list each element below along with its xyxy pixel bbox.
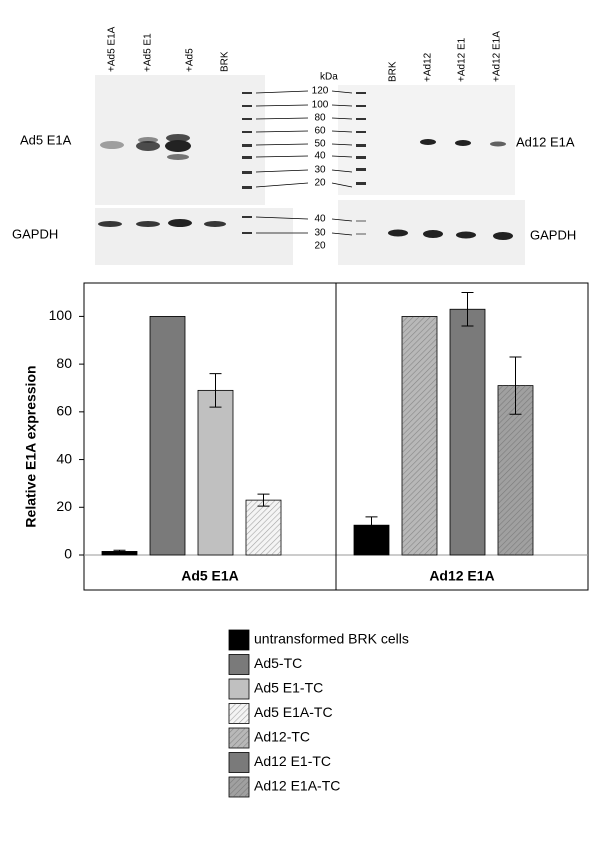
marker-line <box>331 143 353 146</box>
error-bar <box>113 549 126 554</box>
marker-line <box>255 104 309 107</box>
bar-pattern <box>246 500 281 555</box>
y-tick-label: 60 <box>56 403 72 419</box>
lane-label: +Ad5 E1 <box>143 33 154 72</box>
marker-label: 30 <box>314 165 326 176</box>
y-axis-label: Relative E1A expression <box>23 365 39 527</box>
blot-panel <box>95 208 293 265</box>
y-tick-label: 100 <box>49 307 73 323</box>
marker-label: 30 <box>314 228 326 239</box>
ladder <box>242 92 366 235</box>
legend-label: untransformed BRK cells <box>254 631 409 647</box>
blot-label: GAPDH <box>530 227 576 242</box>
blot-label: Ad5 E1A <box>20 132 72 147</box>
y-tick-label: 0 <box>64 546 72 562</box>
bar-pattern <box>402 316 437 555</box>
marker-line <box>331 169 353 173</box>
error-bar <box>209 373 222 408</box>
marker-line <box>255 90 309 94</box>
marker-line <box>331 130 353 133</box>
marker-label: 20 <box>314 178 326 189</box>
marker-line <box>331 117 353 120</box>
error-bar <box>509 356 522 415</box>
marker-line <box>255 182 309 188</box>
marker-line <box>255 169 309 173</box>
marker-line <box>331 182 353 188</box>
y-tick-label: 80 <box>56 355 72 371</box>
marker-label: 100 <box>312 100 329 111</box>
marker-line <box>255 117 309 120</box>
legend-swatch <box>228 678 250 700</box>
bar <box>449 308 486 556</box>
legend-label: Ad5 E1A-TC <box>254 704 333 720</box>
blots <box>95 75 525 265</box>
marker-line <box>331 232 353 236</box>
marker-line <box>331 90 353 94</box>
lane-label: +Ad12 E1A <box>492 31 503 82</box>
marker-label: 40 <box>314 214 326 225</box>
lane-label: +Ad12 E1 <box>457 37 468 82</box>
marker-label: 60 <box>314 126 326 137</box>
legend-pattern <box>229 728 249 748</box>
marker-label: 40 <box>314 151 326 162</box>
marker-line <box>331 104 353 107</box>
marker-line <box>331 155 353 158</box>
legend-swatch <box>228 752 250 773</box>
marker-line <box>255 216 309 220</box>
marker-label: 80 <box>314 113 326 124</box>
marker-label: 50 <box>314 139 326 150</box>
y-tick-label: 20 <box>56 498 72 514</box>
unit-label: kDa <box>320 72 338 83</box>
legend-label: Ad12 E1-TC <box>254 753 331 769</box>
marker-line <box>255 155 309 158</box>
marker-label: 20 <box>314 241 326 252</box>
x-tick-label: Ad5 E1A <box>181 568 239 584</box>
marker-line <box>331 218 353 222</box>
legend-label: Ad12 E1A-TC <box>254 778 340 794</box>
lane-label: +Ad5 <box>185 48 196 72</box>
legend-label: Ad5-TC <box>254 655 302 671</box>
error-bar <box>257 493 270 507</box>
bar <box>149 316 186 556</box>
lane-label: +Ad12 <box>423 52 434 82</box>
lane-label: +Ad5 E1A <box>107 26 118 72</box>
bar <box>197 389 234 556</box>
lane-label: BRK <box>220 51 231 72</box>
marker-line <box>255 130 309 133</box>
blot-label: Ad12 E1A <box>516 134 575 149</box>
error-bar <box>461 292 474 327</box>
marker-label: 120 <box>312 86 329 97</box>
marker-line <box>255 143 309 146</box>
bands <box>98 134 513 240</box>
legend-label: Ad5 E1-TC <box>254 680 323 696</box>
legend-label: Ad12-TC <box>254 729 310 745</box>
legend-pattern <box>229 777 249 797</box>
lane-label: BRK <box>388 61 399 82</box>
legend-pattern <box>229 703 249 724</box>
legend-swatch <box>228 629 250 651</box>
y-tick-label: 40 <box>56 450 72 466</box>
error-bar <box>365 516 378 535</box>
legend-swatch <box>228 654 250 675</box>
x-tick-label: Ad12 E1A <box>429 568 494 584</box>
blot-label: GAPDH <box>12 226 58 241</box>
